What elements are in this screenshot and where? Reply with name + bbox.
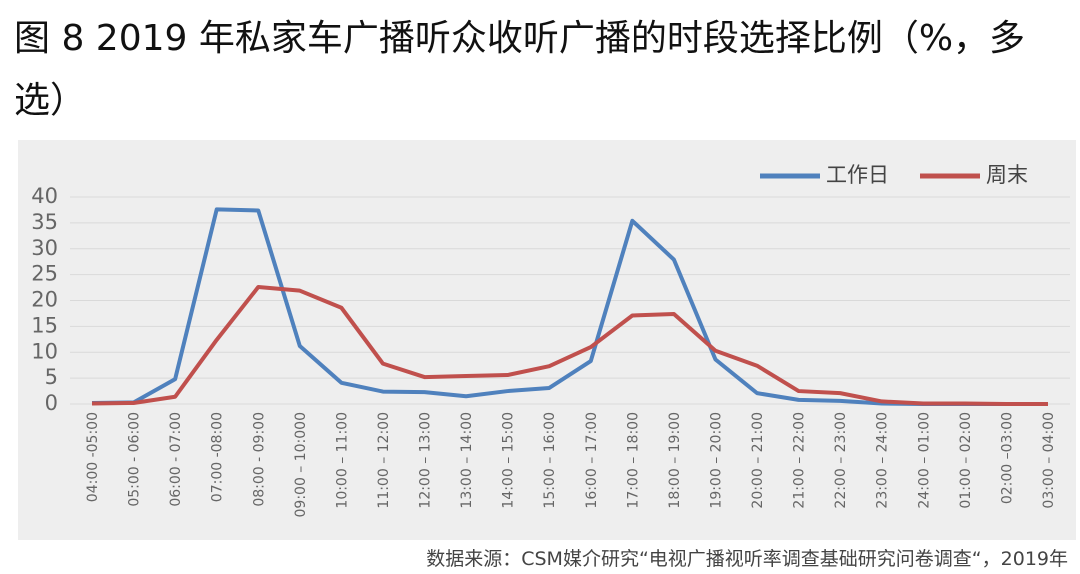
x-tick-label: 10:00 – 11:00 (334, 412, 350, 509)
x-tick-label: 08:00 - 09:00 (251, 412, 267, 507)
plot-background (18, 140, 1076, 540)
x-tick-label: 24:00 – 01:00 (916, 412, 932, 509)
y-tick-label: 0 (45, 391, 58, 415)
y-tick-label: 5 (45, 365, 58, 389)
legend-label: 周末 (986, 163, 1028, 187)
y-tick-label: 25 (31, 262, 58, 286)
x-tick-label: 02:00 –03:00 (999, 412, 1015, 504)
source-note: 数据来源：CSM媒介研究“电视广播视听率调查基础研究问卷调查“，2019年 (426, 548, 1068, 570)
legend-label: 工作日 (826, 163, 889, 187)
x-tick-label: 07:00 -08:00 (210, 412, 226, 502)
x-tick-label: 22:00 – 23:00 (833, 412, 849, 509)
x-tick-label: 17:00 – 18:00 (625, 412, 641, 509)
y-tick-label: 35 (31, 210, 58, 234)
x-tick-label: 05:00 - 06:00 (127, 412, 143, 507)
x-tick-label: 03:00 – 04:00 (1041, 412, 1057, 509)
y-tick-label: 15 (31, 313, 58, 337)
x-tick-label: 06:00 - 07:00 (168, 412, 184, 507)
chart-title: 图 8 2019 年私家车广播听众收听广播的时段选择比例（%，多选） (14, 18, 1026, 121)
x-tick-label: 12:00 – 13:00 (418, 412, 434, 509)
y-tick-label: 30 (31, 236, 58, 260)
x-tick-label: 23:00 – 24:00 (875, 412, 891, 509)
x-tick-label: 04:00 -05:00 (85, 412, 101, 502)
x-tick-label: 13:00 – 14:00 (459, 412, 475, 509)
x-tick-label: 19:00 – 20:00 (708, 412, 724, 509)
x-tick-label: 14:00 – 15:00 (501, 412, 517, 509)
x-tick-label: 21:00 – 22:00 (792, 412, 808, 509)
x-tick-label: 01:00 – 02:00 (958, 412, 974, 509)
x-tick-label: 09:00 – 10:000 (293, 412, 309, 518)
x-tick-label: 18:00 – 19:00 (667, 412, 683, 509)
x-tick-label: 15:00 – 16:00 (542, 412, 558, 509)
y-tick-label: 40 (31, 184, 58, 208)
y-tick-label: 10 (31, 339, 58, 363)
x-tick-label: 11:00 – 12:00 (376, 412, 392, 509)
x-tick-label: 16:00 – 17:00 (584, 412, 600, 509)
series-line (91, 285, 1048, 406)
y-tick-label: 20 (31, 288, 58, 312)
x-tick-label: 20:00 – 21:00 (750, 412, 766, 509)
